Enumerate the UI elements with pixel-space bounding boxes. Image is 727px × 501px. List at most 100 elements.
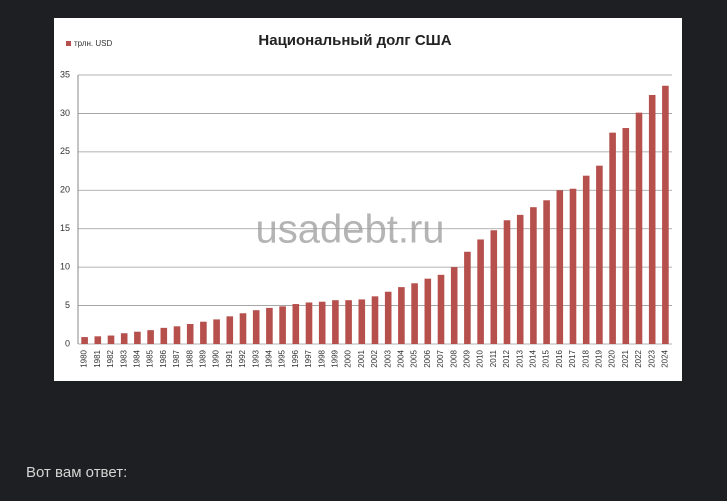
bar (384, 291, 392, 344)
bar (569, 188, 577, 344)
bar (252, 310, 260, 344)
x-tick-label: 2011 (489, 349, 498, 367)
x-tick-label: 1980 (80, 349, 89, 367)
bar (596, 165, 603, 344)
x-tick-label: 1989 (199, 349, 208, 367)
x-tick-label: 2004 (397, 349, 406, 367)
x-tick-label: 2013 (515, 349, 524, 367)
x-tick-label: 1998 (317, 349, 326, 367)
x-tick-label: 2007 (436, 349, 445, 367)
bar (622, 128, 630, 344)
watermark: usadebt.ru (255, 208, 444, 252)
bar (279, 306, 286, 344)
x-tick-label: 1997 (304, 349, 313, 367)
x-tick-label: 2024 (661, 349, 670, 367)
y-tick-label: 0 (65, 338, 70, 348)
x-tick-label: 2001 (357, 349, 366, 367)
bar (160, 327, 168, 344)
y-tick-label: 5 (65, 300, 70, 310)
x-tick-label: 2017 (568, 349, 577, 367)
bar (662, 85, 669, 344)
x-tick-label: 1994 (265, 349, 274, 367)
x-tick-label: 2012 (502, 349, 511, 367)
bar (173, 326, 181, 344)
y-tick-label: 15 (60, 223, 70, 233)
bar (424, 278, 432, 344)
x-tick-label: 1999 (331, 349, 340, 367)
y-tick-label: 10 (60, 262, 70, 272)
bar (186, 324, 194, 344)
bar (318, 301, 326, 344)
x-tick-label: 2005 (410, 349, 419, 367)
x-tick-label: 1982 (106, 349, 115, 367)
bar (107, 335, 115, 344)
bar (490, 230, 498, 344)
bar (200, 321, 207, 344)
x-tick-label: 2009 (463, 349, 472, 367)
x-tick-label: 2015 (542, 349, 551, 367)
bar (358, 299, 366, 344)
x-tick-label: 2019 (595, 349, 604, 367)
bar (213, 319, 220, 344)
x-tick-label: 1993 (251, 349, 260, 367)
legend-label: трлн. USD (74, 39, 112, 48)
bar (635, 112, 643, 344)
x-tick-label: 2016 (555, 349, 564, 367)
bar (556, 190, 564, 344)
x-tick-label: 2020 (608, 349, 617, 367)
y-tick-label: 30 (60, 108, 70, 118)
x-tick-label: 2006 (423, 349, 432, 367)
x-tick-label: 2023 (647, 349, 656, 367)
x-tick-label: 2014 (529, 349, 538, 367)
x-tick-label: 2003 (383, 349, 392, 367)
x-tick-label: 1981 (93, 349, 102, 367)
bar (398, 287, 405, 344)
y-tick-label: 25 (60, 146, 70, 156)
x-tick-label: 2000 (344, 349, 353, 367)
x-tick-label: 2022 (634, 349, 643, 367)
bar (266, 307, 273, 344)
y-tick-label: 20 (60, 185, 70, 195)
bar (582, 175, 590, 344)
legend-swatch (66, 41, 71, 46)
x-tick-label: 1991 (225, 349, 234, 367)
bar (411, 283, 418, 344)
bar (530, 207, 537, 344)
bar (609, 132, 616, 344)
bar (437, 274, 445, 344)
x-tick-label: 1987 (172, 349, 181, 367)
bar (292, 304, 300, 344)
bar (147, 330, 154, 344)
x-tick-label: 1996 (291, 349, 300, 367)
x-tick-label: 2018 (581, 349, 590, 367)
bar (134, 331, 141, 344)
bar (543, 200, 550, 344)
bar (120, 333, 128, 344)
x-tick-label: 1990 (212, 349, 221, 367)
bar (477, 239, 484, 344)
bar (503, 220, 511, 344)
bar (516, 214, 524, 344)
y-tick-label: 35 (60, 69, 70, 79)
x-tick-label: 1986 (159, 349, 168, 367)
bar (94, 336, 102, 344)
x-tick-label: 2008 (449, 349, 458, 367)
chart-title: Национальный долг США (258, 32, 451, 49)
bar (648, 94, 656, 345)
chart-background (54, 18, 682, 381)
bar (464, 251, 471, 344)
message-text: Вот вам ответ: (26, 464, 127, 481)
x-tick-label: 1985 (146, 349, 155, 367)
x-tick-label: 1992 (238, 349, 247, 367)
x-tick-label: 1988 (185, 349, 194, 367)
x-tick-label: 2021 (621, 349, 630, 367)
bar (332, 300, 339, 344)
bar (450, 267, 458, 344)
x-tick-label: 2010 (476, 349, 485, 367)
bar (345, 300, 352, 344)
x-tick-label: 1983 (119, 349, 128, 367)
x-tick-label: 1995 (278, 349, 287, 367)
bar (226, 316, 234, 344)
